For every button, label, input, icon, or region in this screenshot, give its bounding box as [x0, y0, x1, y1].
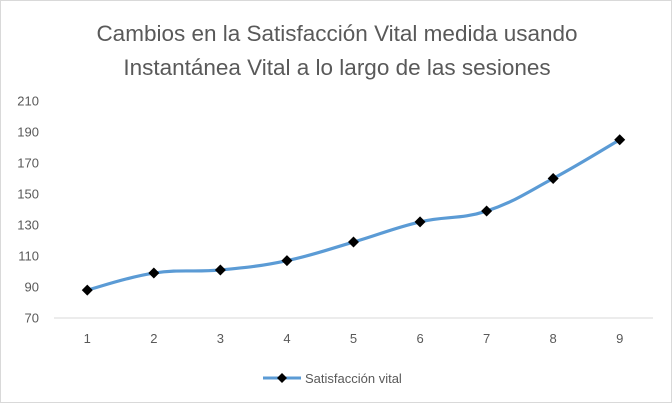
data-point-marker — [614, 134, 626, 146]
data-point-marker — [214, 264, 226, 276]
data-point-marker — [281, 255, 293, 267]
y-tick-label: 210 — [17, 94, 39, 109]
data-point-marker — [348, 236, 359, 248]
y-axis-ticks: 70 90 110 130 150 170 190 210 — [17, 94, 39, 326]
x-tick-label: 4 — [283, 331, 290, 346]
x-tick-label: 7 — [483, 331, 490, 346]
y-tick-label: 150 — [17, 187, 39, 202]
series-group — [81, 134, 626, 296]
y-tick-label: 130 — [17, 218, 39, 233]
data-point-marker — [414, 216, 426, 228]
x-axis-ticks: 1 2 3 4 5 6 7 8 9 — [84, 331, 624, 346]
x-tick-label: 8 — [550, 331, 557, 346]
x-tick-label: 6 — [416, 331, 423, 346]
series-line — [85, 138, 622, 292]
y-tick-label: 190 — [17, 125, 39, 140]
x-tick-label: 9 — [616, 331, 623, 346]
x-tick-label: 3 — [217, 331, 224, 346]
legend-label: Satisfacción vital — [305, 371, 402, 386]
data-point-marker — [547, 173, 559, 184]
chart-title-line-1: Cambios en la Satisfacción Vital medida … — [96, 21, 577, 46]
data-point-marker — [481, 205, 493, 217]
legend: Satisfacción vital — [263, 371, 402, 386]
y-tick-label: 170 — [17, 156, 39, 171]
x-tick-label: 2 — [150, 331, 157, 346]
y-tick-label: 70 — [25, 311, 39, 326]
legend-marker-swatch — [277, 373, 287, 383]
data-point-marker — [81, 284, 93, 296]
y-tick-label: 110 — [18, 249, 39, 264]
y-tick-label: 90 — [25, 280, 39, 295]
x-tick-label: 5 — [350, 331, 357, 346]
data-point-marker — [148, 267, 160, 279]
x-tick-label: 1 — [84, 331, 91, 346]
chart-title-line-2: Instantánea Vital a lo largo de las sesi… — [123, 55, 550, 80]
